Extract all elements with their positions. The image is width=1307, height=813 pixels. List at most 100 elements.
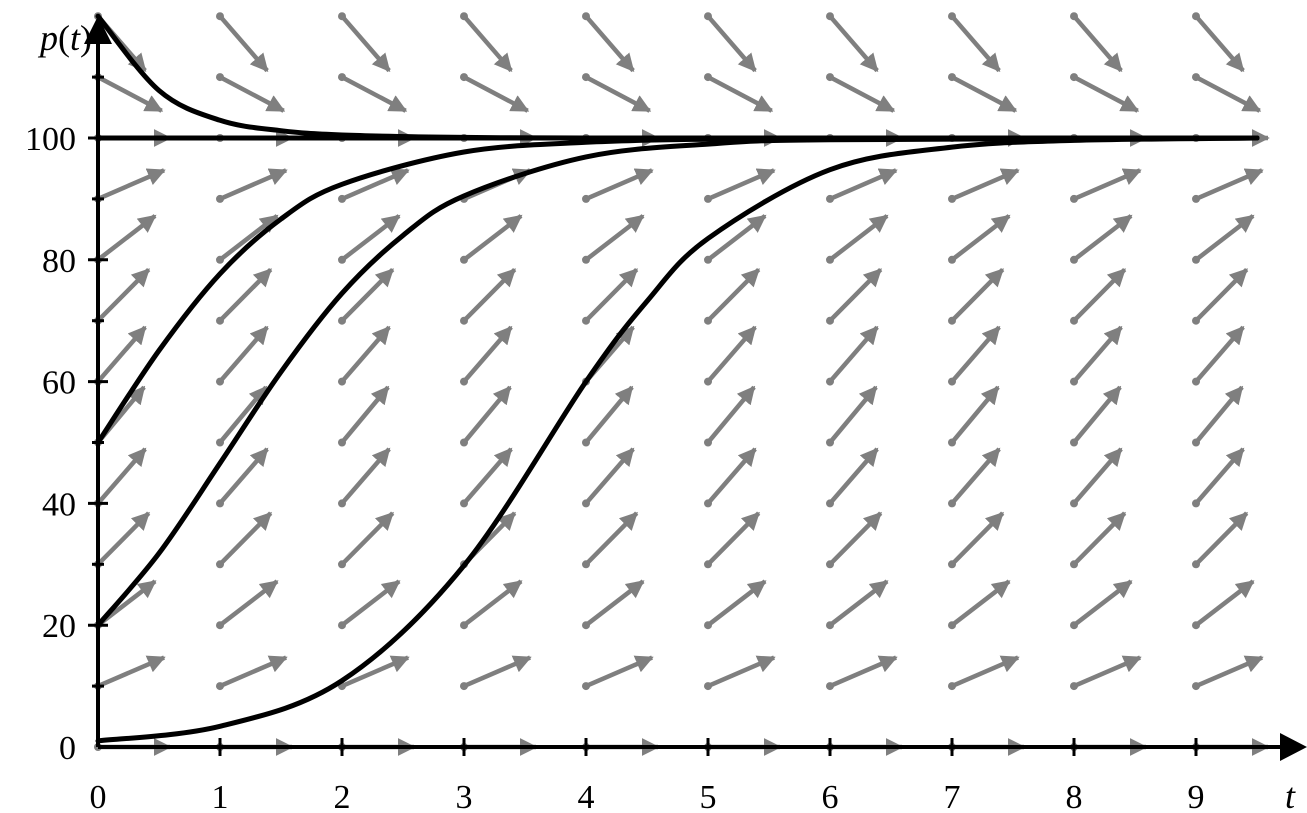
field-arrow bbox=[582, 12, 635, 73]
field-arrow bbox=[704, 73, 774, 113]
y-tick-label: 60 bbox=[42, 365, 76, 402]
field-arrow bbox=[582, 655, 654, 691]
x-tick-label: 6 bbox=[822, 779, 839, 813]
field-arrow bbox=[948, 168, 1020, 203]
field-arrow bbox=[826, 385, 878, 447]
x-tick-label: 9 bbox=[1188, 779, 1205, 813]
field-arrow bbox=[94, 447, 147, 508]
solution-curve bbox=[95, 13, 1260, 141]
field-arrow bbox=[338, 385, 390, 447]
x-tick-label: 0 bbox=[90, 779, 107, 813]
field-arrow bbox=[216, 511, 273, 569]
field-arrow bbox=[826, 12, 879, 73]
field-arrow bbox=[582, 447, 635, 508]
field-arrow bbox=[216, 168, 288, 203]
field-arrow bbox=[826, 267, 883, 325]
field-arrow bbox=[704, 12, 757, 73]
field-arrow bbox=[460, 655, 532, 691]
field-arrow bbox=[94, 168, 166, 203]
field-arrow bbox=[948, 447, 1001, 508]
tick-labels: 0 1 2 3 4 5 6 7 8 9 0 20 40 60 80 100 bbox=[25, 121, 1205, 813]
field-arrow bbox=[948, 267, 1005, 325]
y-tick-label: 20 bbox=[42, 608, 76, 645]
field-arrow bbox=[1192, 168, 1264, 203]
field-arrow bbox=[338, 168, 410, 203]
field-arrow bbox=[826, 579, 889, 630]
field-arrow bbox=[460, 325, 513, 386]
solution-curve bbox=[95, 135, 1260, 445]
direction-field bbox=[94, 12, 1270, 756]
field-arrow bbox=[460, 447, 513, 508]
field-arrow bbox=[1192, 385, 1244, 447]
field-arrow bbox=[460, 579, 523, 630]
field-arrow bbox=[1192, 214, 1255, 264]
x-tick-label: 8 bbox=[1066, 779, 1083, 813]
field-arrow bbox=[826, 447, 879, 508]
field-arrow bbox=[582, 511, 639, 569]
field-arrow bbox=[1070, 12, 1123, 73]
field-arrow bbox=[1192, 511, 1249, 569]
field-arrow bbox=[1070, 73, 1140, 113]
field-arrow bbox=[948, 655, 1020, 691]
field-arrow bbox=[704, 267, 761, 325]
field-arrow bbox=[948, 385, 1000, 447]
x-axis-title: t bbox=[1285, 776, 1296, 813]
x-tick-label: 4 bbox=[578, 779, 595, 813]
field-arrow bbox=[826, 168, 898, 203]
field-arrow bbox=[338, 511, 395, 569]
field-arrow bbox=[1070, 214, 1133, 264]
field-arrow bbox=[948, 511, 1005, 569]
field-arrow bbox=[1070, 267, 1127, 325]
field-arrow bbox=[1070, 325, 1123, 386]
field-arrow bbox=[1070, 168, 1142, 203]
field-arrow bbox=[94, 325, 147, 386]
field-arrow bbox=[704, 168, 776, 203]
field-arrow bbox=[1070, 655, 1142, 691]
field-arrow bbox=[582, 579, 645, 630]
field-arrow bbox=[704, 655, 776, 691]
field-arrow bbox=[704, 579, 767, 630]
field-arrow bbox=[826, 655, 898, 691]
field-arrow bbox=[1192, 73, 1262, 113]
field-arrow bbox=[704, 447, 757, 508]
field-arrow bbox=[1070, 511, 1127, 569]
field-arrow bbox=[460, 12, 513, 73]
field-arrow bbox=[460, 385, 512, 447]
field-arrow bbox=[1192, 325, 1245, 386]
field-arrow bbox=[948, 214, 1011, 264]
field-arrow bbox=[216, 655, 288, 691]
field-arrow bbox=[94, 655, 166, 691]
field-arrow bbox=[582, 267, 639, 325]
field-arrow bbox=[826, 214, 889, 264]
field-arrow bbox=[1070, 579, 1133, 630]
field-arrow bbox=[94, 511, 151, 569]
field-arrow bbox=[338, 267, 395, 325]
field-arrow bbox=[582, 73, 652, 113]
field-arrow bbox=[826, 511, 883, 569]
field-arrow bbox=[1192, 12, 1245, 73]
field-arrow bbox=[582, 168, 654, 203]
field-arrow bbox=[460, 214, 523, 264]
y-axis-arrowhead bbox=[84, 16, 112, 44]
field-arrow bbox=[1192, 655, 1264, 691]
field-arrow bbox=[704, 214, 767, 264]
solution-curve bbox=[95, 135, 1260, 628]
field-arrow bbox=[826, 73, 896, 113]
x-axis-arrowhead bbox=[1280, 733, 1307, 761]
field-arrow bbox=[216, 12, 269, 73]
field-arrow bbox=[948, 579, 1011, 630]
field-arrow bbox=[216, 325, 269, 386]
field-arrow bbox=[338, 12, 391, 73]
x-tick-label: 1 bbox=[212, 779, 229, 813]
field-arrow bbox=[582, 385, 634, 447]
field-arrow bbox=[1192, 447, 1245, 508]
axes bbox=[84, 16, 1307, 761]
field-arrow bbox=[1070, 447, 1123, 508]
field-arrow bbox=[338, 214, 401, 264]
x-tick-label: 3 bbox=[456, 779, 473, 813]
field-arrow bbox=[1192, 579, 1255, 630]
y-tick-label: 0 bbox=[59, 730, 76, 767]
field-arrow bbox=[216, 447, 269, 508]
y-axis-title: p(t) bbox=[37, 18, 92, 58]
